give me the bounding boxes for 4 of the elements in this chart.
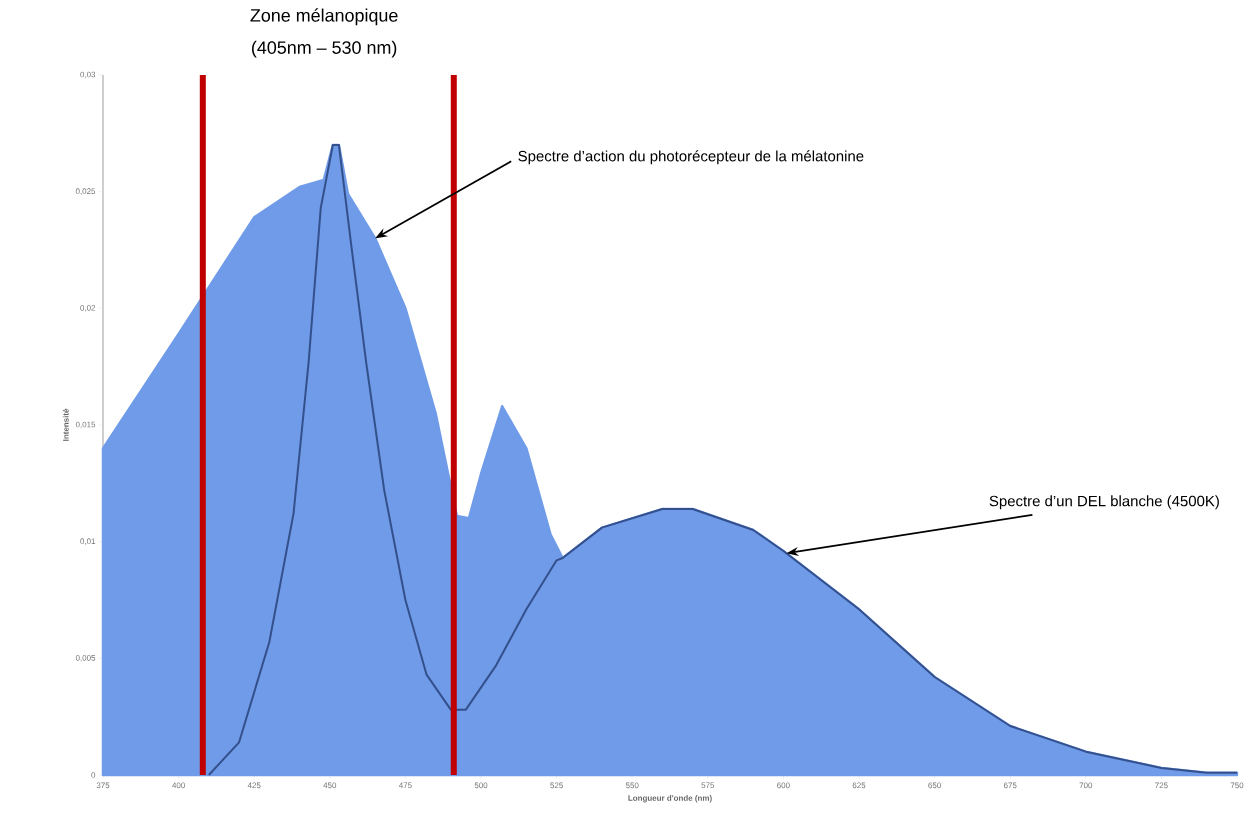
annotation: Spectre d’action du photorécepteur de la mélatonine bbox=[518, 150, 864, 165]
annotation: Spectre d’un DEL blanche (4500K) bbox=[989, 495, 1219, 510]
chart-title: Zone mélanopique bbox=[250, 8, 398, 26]
chart-subtitle: (405nm – 530 nm) bbox=[251, 40, 397, 58]
